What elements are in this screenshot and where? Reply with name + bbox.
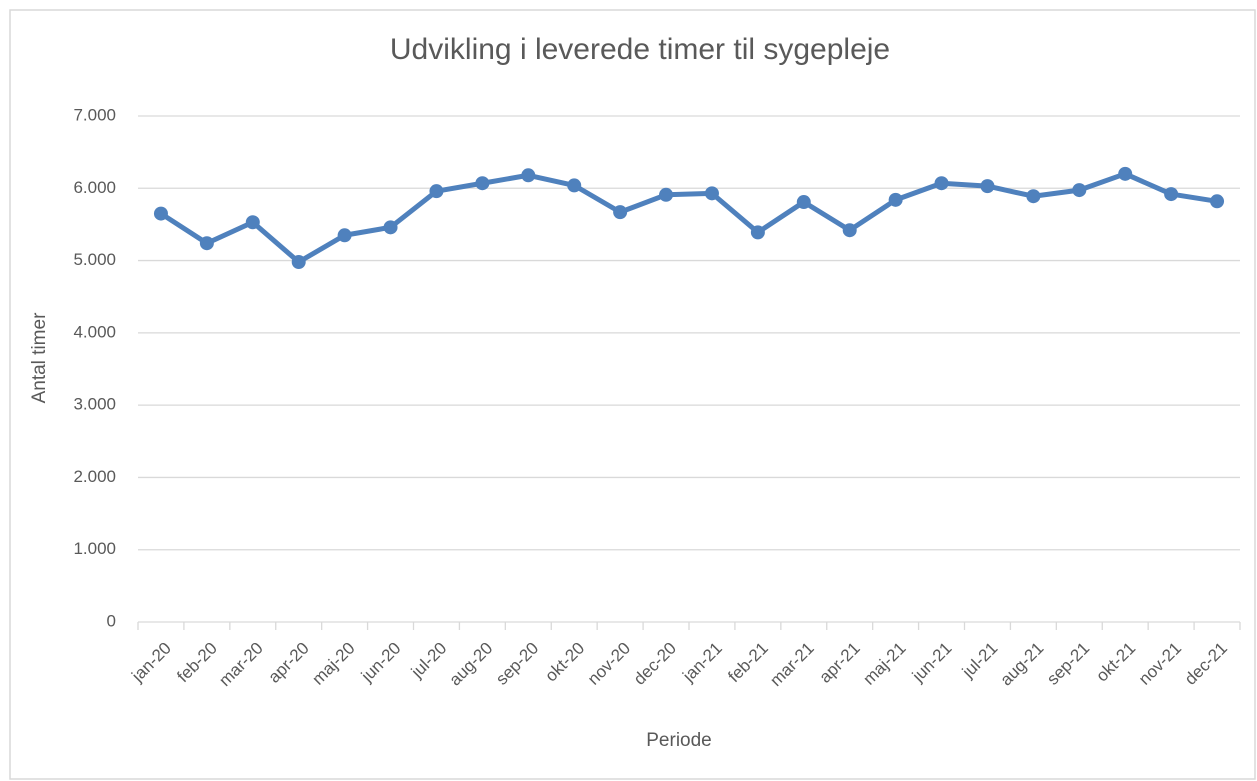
point (1210, 194, 1225, 209)
point (291, 255, 306, 270)
y-tick-label: 5.000 (73, 250, 116, 269)
point (1026, 189, 1041, 204)
point (567, 178, 582, 193)
y-axis-label: Antal timer (29, 312, 50, 403)
point (429, 184, 444, 199)
y-tick-label: 6.000 (73, 178, 116, 197)
point (1118, 166, 1133, 181)
point (1164, 187, 1179, 202)
x-axis-label: Periode (646, 730, 712, 751)
point (521, 168, 536, 183)
point (383, 220, 398, 235)
point (475, 176, 490, 191)
point (199, 236, 214, 251)
point (750, 225, 765, 240)
chart-frame (9, 9, 1256, 780)
point (704, 186, 719, 201)
point (613, 205, 628, 220)
point (659, 187, 674, 202)
line (159, 171, 1218, 265)
chart-title: Udvikling i leverede timer til sygepleje (390, 33, 890, 66)
point (842, 223, 857, 238)
point (796, 195, 811, 210)
y-tick-label: 4.000 (73, 322, 116, 341)
y-tick-label: 3.000 (73, 395, 116, 414)
point (1072, 183, 1087, 198)
point (980, 179, 995, 194)
y-tick-label: 1.000 (73, 539, 116, 558)
point (888, 192, 903, 207)
point (245, 215, 260, 230)
point (153, 206, 168, 221)
point (337, 228, 352, 243)
point (934, 176, 949, 191)
y-tick-label: 2.000 (73, 467, 116, 486)
y-tick-label: 7.000 (73, 105, 116, 124)
y-tick-label: 0 (107, 611, 116, 630)
